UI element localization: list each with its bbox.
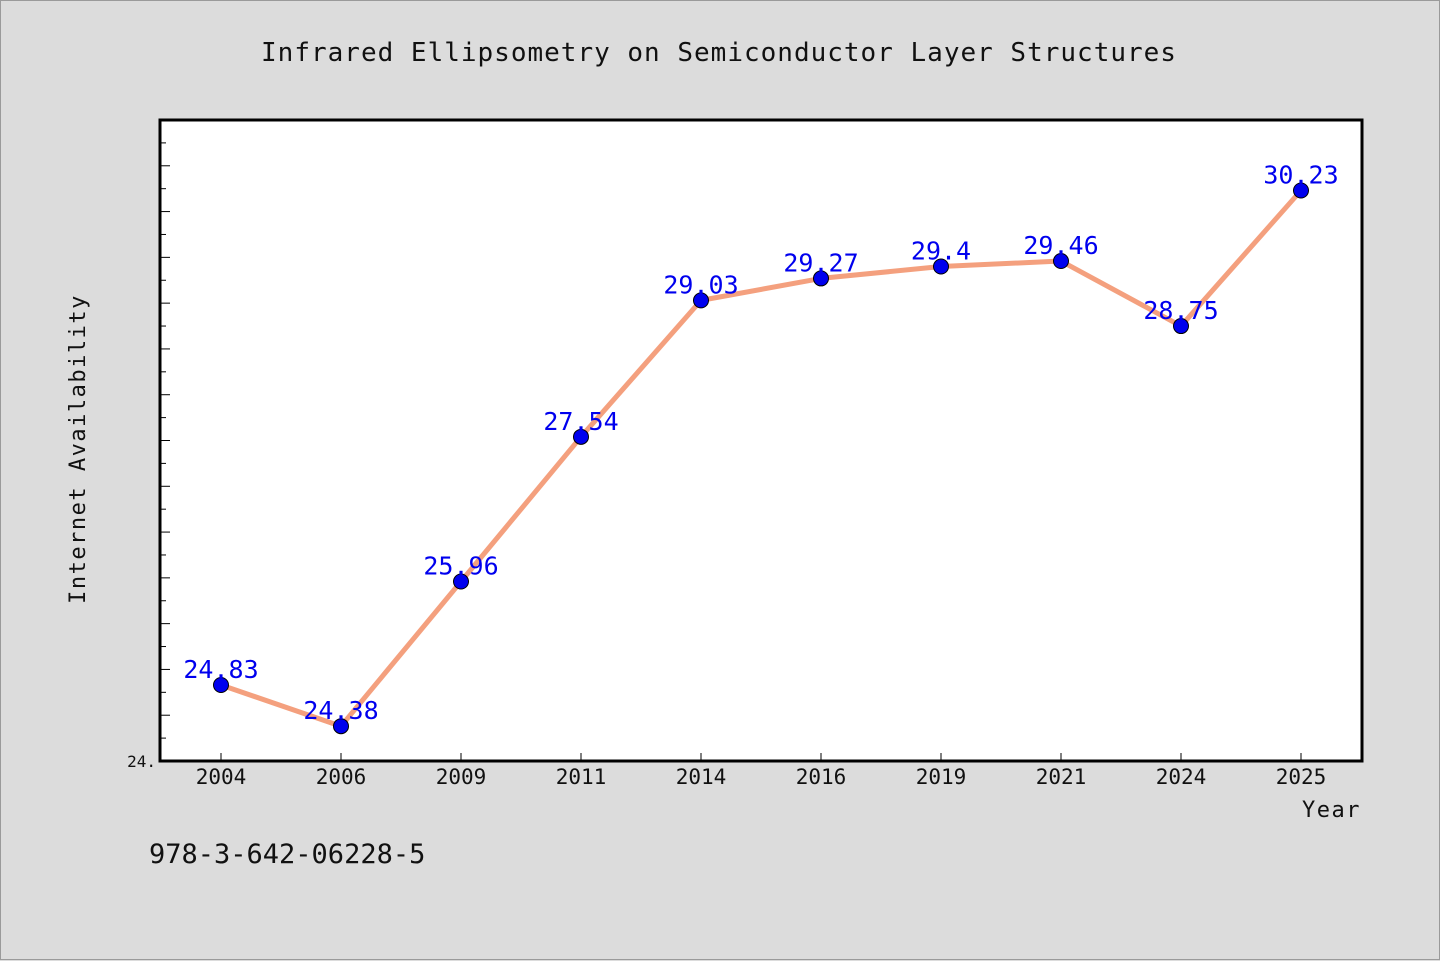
data-label: 29.46 xyxy=(1023,231,1098,260)
y-axis-ticks xyxy=(160,142,170,739)
data-label: 30.23 xyxy=(1263,161,1338,190)
data-point xyxy=(213,676,229,693)
x-tick-label: 2009 xyxy=(436,765,487,789)
data-point xyxy=(933,258,949,275)
plot-frame xyxy=(158,118,1364,763)
x-tick-label: 2019 xyxy=(916,765,967,789)
data-point xyxy=(1053,253,1069,270)
x-tick-label: 2011 xyxy=(556,765,607,789)
x-tick-label: 2016 xyxy=(796,765,847,789)
data-point xyxy=(333,718,349,735)
data-point xyxy=(1173,318,1189,335)
x-axis-label: Year xyxy=(1302,798,1361,823)
y-tick-label: 24. xyxy=(127,752,156,771)
x-tick-label: 2014 xyxy=(676,765,727,789)
plot-area xyxy=(160,120,1362,761)
data-markers xyxy=(213,182,1309,735)
data-label: 24.38 xyxy=(303,696,378,725)
y-axis-label: Internet Availability xyxy=(66,294,91,604)
footnote-isbn: 978-3-642-06228-5 xyxy=(149,839,425,870)
data-label: 29.27 xyxy=(783,248,858,277)
data-point xyxy=(693,292,709,309)
x-tick-label: 2025 xyxy=(1276,765,1327,789)
x-tick-label: 2006 xyxy=(316,765,367,789)
data-point xyxy=(453,573,469,590)
data-point xyxy=(813,270,829,287)
x-axis-ticks: 2004 2006 2009 2011 2014 2016 2019 2021 2024 2025 xyxy=(196,753,1327,789)
chart-title: Infrared Ellipsometry on Semiconductor L… xyxy=(261,38,1177,68)
data-label: 28.75 xyxy=(1143,296,1218,325)
data-label: 29.03 xyxy=(663,270,738,299)
x-tick-label: 2004 xyxy=(196,765,247,789)
data-point xyxy=(1293,182,1309,199)
data-label: 24.83 xyxy=(183,655,258,684)
x-tick-label: 2024 xyxy=(1156,765,1207,789)
x-tick-label: 2021 xyxy=(1036,765,1087,789)
data-point xyxy=(573,428,589,445)
data-label: 27.54 xyxy=(543,407,618,436)
data-label: 29.4 xyxy=(911,237,971,266)
data-label: 25.96 xyxy=(423,552,498,581)
series-line xyxy=(218,188,1304,729)
data-labels: 24.83 24.38 25.96 27.54 29.03 29.27 29.4 29.46 2… xyxy=(183,161,1338,726)
